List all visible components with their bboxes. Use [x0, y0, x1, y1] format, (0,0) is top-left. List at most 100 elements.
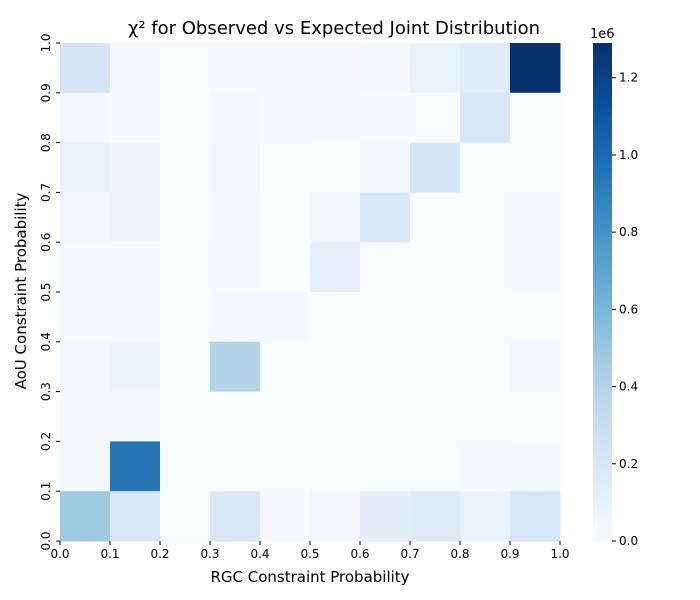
y-tick-label: 0.4: [39, 332, 53, 351]
y-axis-ticks: 0.0 0.1 0.2 0.3 0.4 0.5 0.6 0.7 0.8 0.9 1.0: [39, 33, 60, 551]
colorbar-tick-label: 0.6: [619, 302, 638, 316]
heatmap-cell: [260, 292, 311, 343]
heatmap-cell: [510, 341, 561, 393]
heatmap-cell: [510, 441, 561, 492]
heatmap-cell: [260, 391, 311, 442]
colorbar-tick-label: 0.8: [619, 225, 638, 239]
heatmap-cell: [110, 491, 161, 542]
heatmap-cell: [460, 391, 511, 442]
heatmap-cell: [60, 242, 111, 293]
heatmap-cell: [460, 242, 511, 293]
x-tick-label: 0.0: [50, 547, 69, 561]
heatmap-cell: [210, 292, 261, 343]
heatmap-cell: [510, 242, 561, 293]
heatmap-cell: [210, 341, 261, 393]
heatmap-cell: [60, 391, 111, 442]
x-tick-label: 0.2: [150, 547, 169, 561]
y-tick-label: 0.9: [39, 83, 53, 102]
x-tick-label: 0.8: [450, 547, 469, 561]
heatmap-cell: [60, 92, 111, 144]
y-tick-label: 0.2: [39, 432, 53, 451]
heatmap-cell: [210, 391, 261, 442]
heatmap-cell: [210, 43, 261, 94]
heatmap-cell: [110, 92, 161, 144]
y-tick-label: 0.1: [39, 482, 53, 501]
heatmap-cell: [260, 242, 311, 293]
heatmap-cell: [160, 391, 211, 442]
heatmap-cell: [110, 292, 161, 343]
heatmap-cell: [160, 192, 211, 243]
heatmap-cell: [410, 441, 461, 492]
heatmap-cell: [410, 491, 461, 542]
colorbar-tick-label: 1.0: [619, 148, 638, 162]
heatmap-cell: [460, 341, 511, 393]
x-tick-label: 0.5: [300, 547, 319, 561]
colorbar: [593, 43, 612, 541]
heatmap-cell: [310, 242, 361, 293]
x-tick-label: 0.6: [350, 547, 369, 561]
heatmap-cell: [160, 142, 211, 193]
heatmap-cell: [60, 192, 111, 243]
x-tick-label: 0.4: [250, 547, 269, 561]
y-tick-label: 0.8: [39, 133, 53, 152]
heatmap-cell: [110, 43, 161, 94]
heatmap-cell: [410, 92, 461, 144]
heatmap-cell: [60, 491, 111, 542]
heatmap-cell: [360, 441, 411, 492]
y-tick-label: 0.0: [39, 531, 53, 550]
heatmap-cell: [160, 292, 211, 343]
heatmap-cell: [460, 292, 511, 343]
heatmap-cell: [310, 491, 361, 542]
colorbar-tick-label: 0.2: [619, 457, 638, 471]
heatmap-cell: [410, 341, 461, 393]
heatmap-cell: [60, 441, 111, 492]
colorbar-tick-label: 0.0: [619, 534, 638, 548]
heatmap-cell: [310, 292, 361, 343]
heatmap-cell: [60, 341, 111, 393]
heatmap-cell: [360, 391, 411, 442]
heatmap-cell: [410, 391, 461, 442]
heatmap-cell: [510, 142, 561, 193]
heatmap-cell: [360, 192, 411, 243]
heatmap-cell: [110, 341, 161, 393]
x-tick-label: 0.3: [200, 547, 219, 561]
heatmap-cell: [260, 43, 311, 94]
heatmap-cell: [360, 92, 411, 144]
colorbar-tick-label: 0.4: [619, 380, 638, 394]
y-tick-label: 0.6: [39, 233, 53, 252]
heatmap-cell: [360, 491, 411, 542]
heatmap-cell: [110, 391, 161, 442]
heatmap-cell: [160, 92, 211, 144]
heatmap-cell: [110, 142, 161, 193]
heatmap-cell: [110, 242, 161, 293]
heatmap-cell: [160, 491, 211, 542]
heatmap-cell: [410, 192, 461, 243]
heatmap-cell: [360, 43, 411, 94]
x-tick-label: 0.9: [500, 547, 519, 561]
x-axis-label: RGC Constraint Probability: [210, 568, 409, 586]
heatmap-cell: [160, 242, 211, 293]
heatmap-cell: [110, 441, 161, 492]
heatmap-cell: [460, 441, 511, 492]
heatmap-cell: [160, 43, 211, 94]
heatmap-cell: [460, 142, 511, 193]
heatmap-cell: [210, 242, 261, 293]
heatmap-cell: [210, 92, 261, 144]
heatmap-cell: [110, 192, 161, 243]
x-tick-label: 0.1: [100, 547, 119, 561]
heatmap-cell: [410, 242, 461, 293]
heatmap-cell: [210, 441, 261, 492]
heatmap-cell: [60, 292, 111, 343]
heatmap-cell: [310, 92, 361, 144]
heatmap-cell: [60, 142, 111, 193]
y-axis-label: AoU Constraint Probability: [12, 193, 30, 390]
y-tick-label: 0.3: [39, 382, 53, 401]
heatmap-cell: [360, 242, 411, 293]
heatmap-cell: [310, 142, 361, 193]
heatmap-cell: [210, 192, 261, 243]
x-tick-label: 0.7: [400, 547, 419, 561]
heatmap-cell: [310, 192, 361, 243]
heatmap-cell: [410, 142, 461, 193]
heatmap-cell: [260, 192, 311, 243]
